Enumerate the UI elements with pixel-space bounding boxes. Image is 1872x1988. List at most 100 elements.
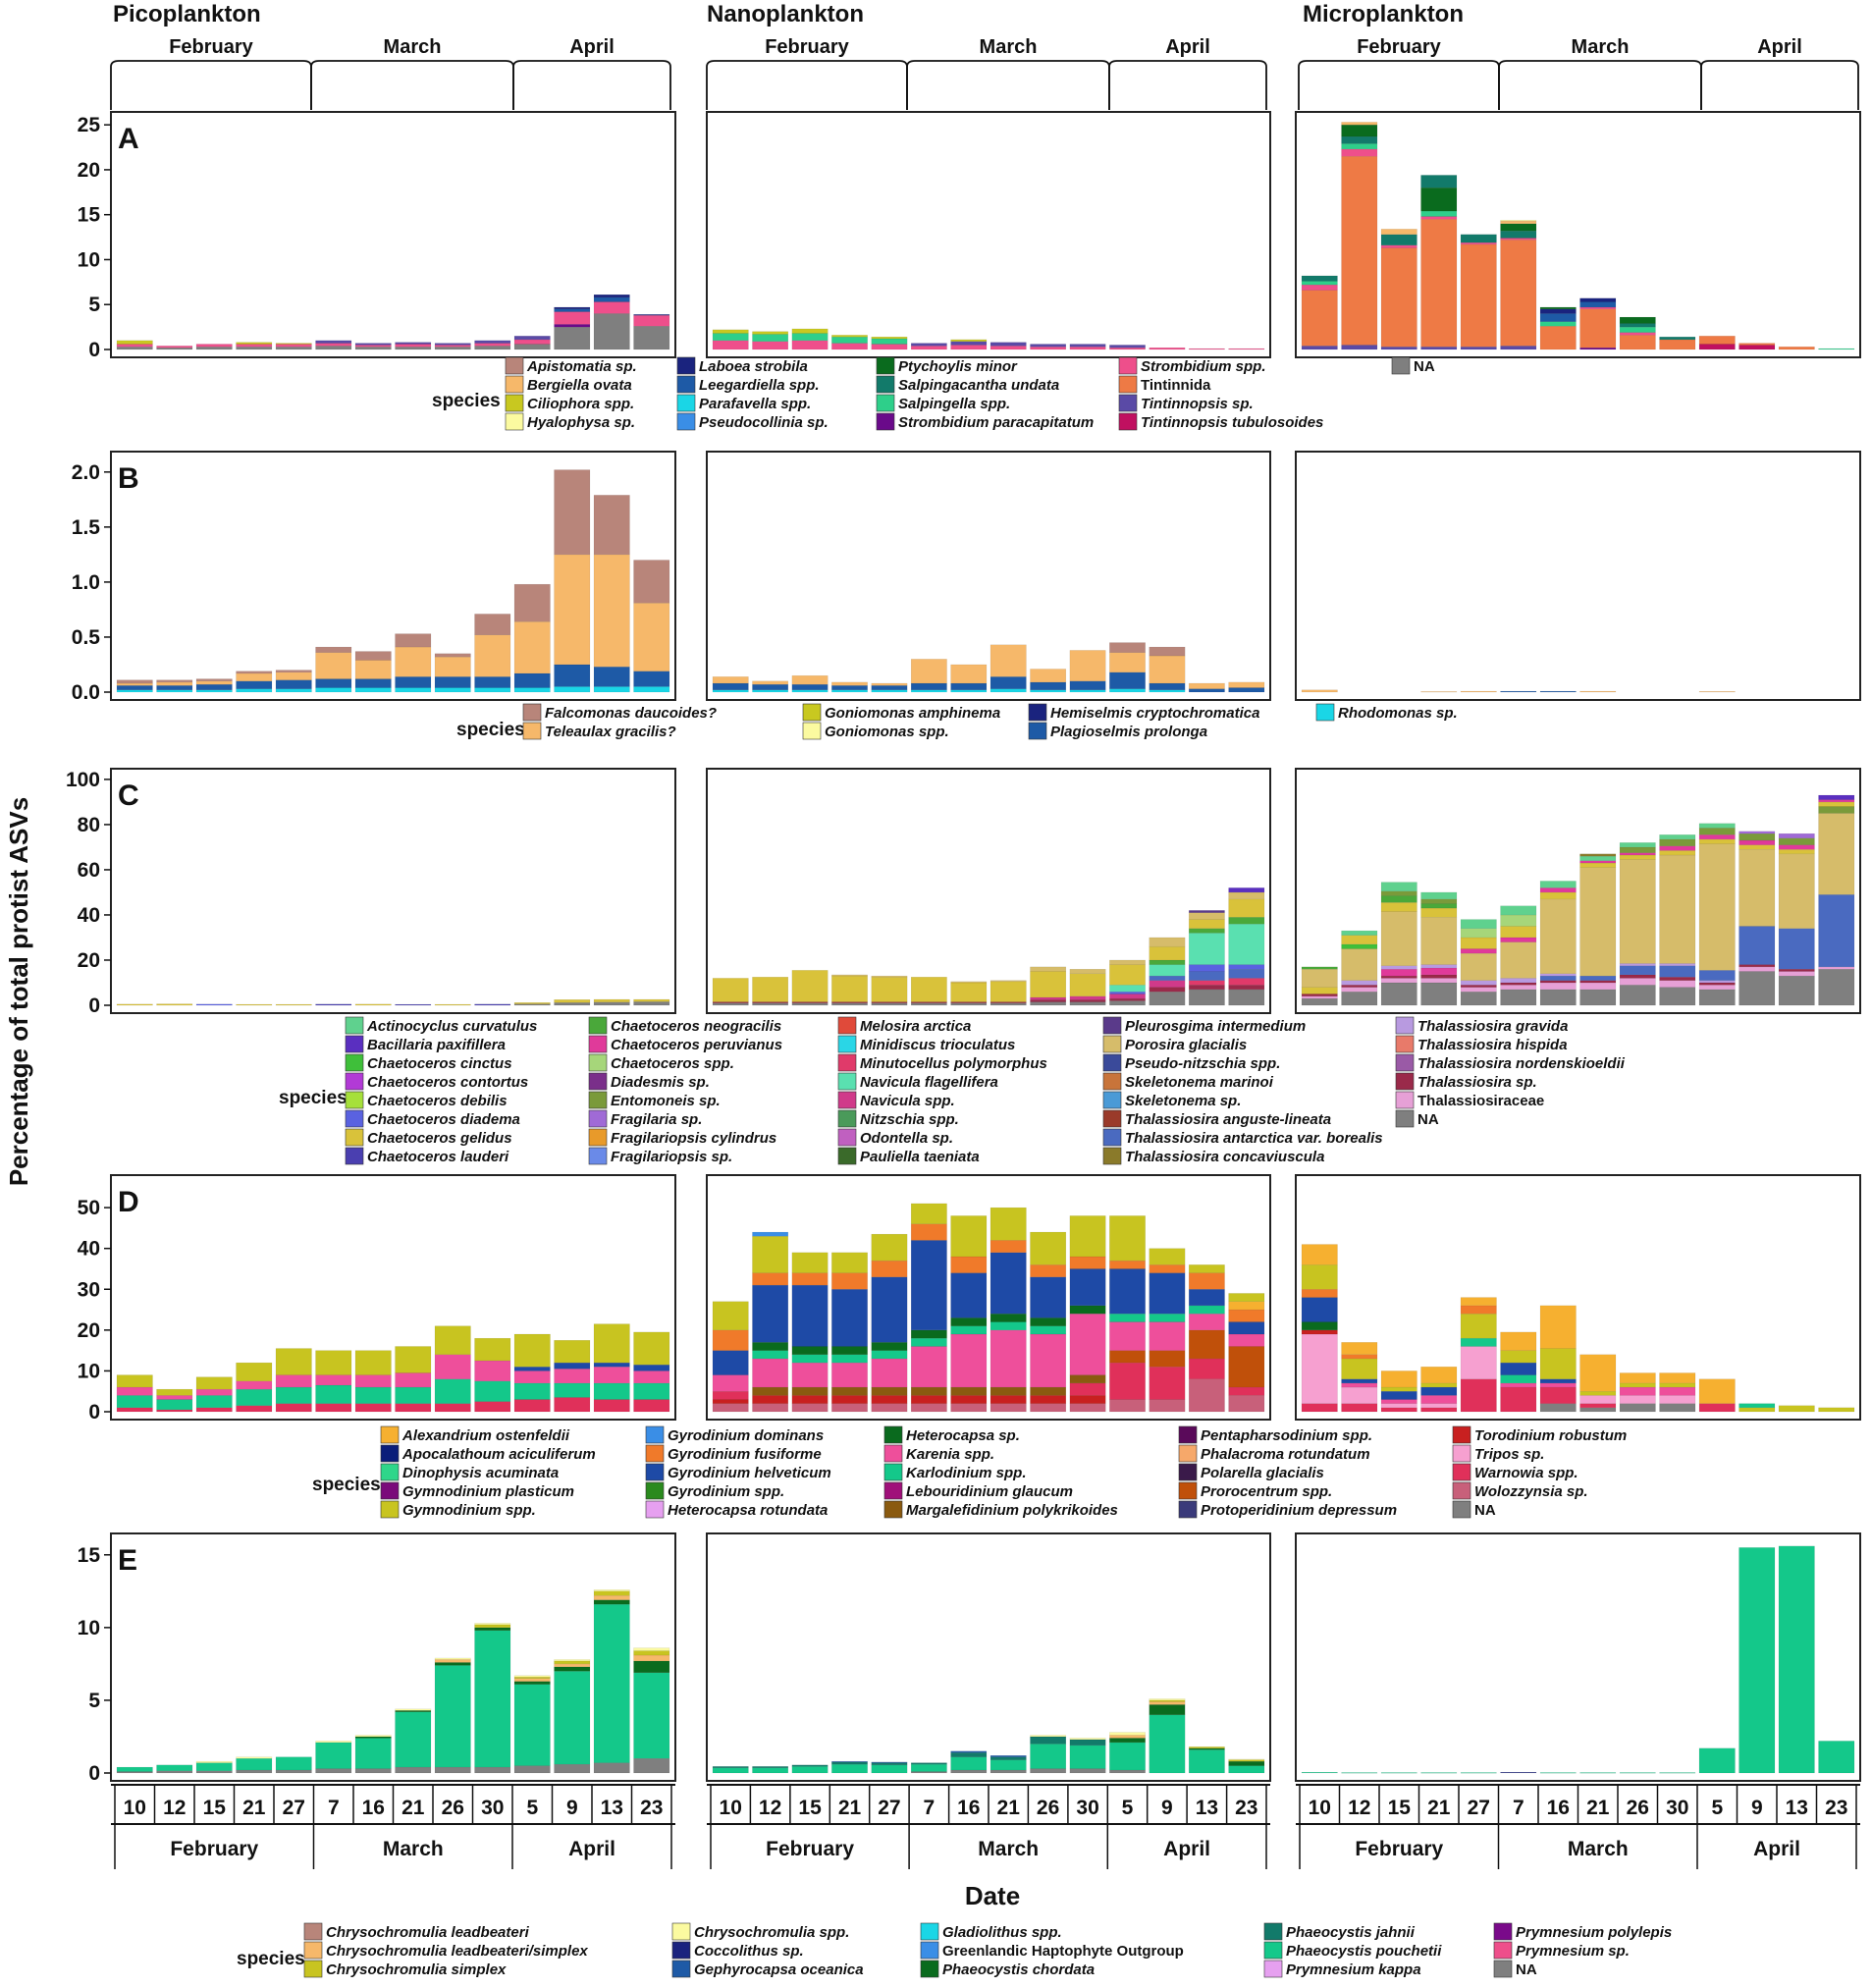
bar-segment — [1030, 1768, 1067, 1774]
bar-segment — [1301, 275, 1338, 282]
bar-segment — [1500, 905, 1537, 916]
bar-segment — [395, 1003, 432, 1006]
bar-segment — [554, 999, 591, 1003]
y-tick-label: 20 — [78, 159, 100, 182]
bar-segment — [1539, 881, 1577, 888]
legend-label: Chaetoceros spp. — [611, 1055, 734, 1072]
bar-segment — [474, 614, 511, 635]
bar-segment — [593, 1590, 630, 1596]
bar-segment — [1228, 898, 1265, 918]
bar-segment — [1149, 945, 1186, 961]
legend-label: Tintinnopsis tubulosoides — [1141, 414, 1323, 431]
date-tick-label: 12 — [163, 1797, 186, 1819]
legend-label: Polarella glacialis — [1201, 1465, 1324, 1481]
bar-segment — [1069, 650, 1106, 681]
bar-segment — [395, 1708, 432, 1711]
bar-segment — [791, 1403, 829, 1413]
legend-swatch — [505, 394, 524, 412]
bar-segment — [871, 1342, 908, 1351]
bar-segment — [513, 672, 551, 688]
bar-segment — [1619, 1403, 1656, 1413]
bar-segment — [910, 689, 947, 693]
bar-segment — [989, 342, 1027, 347]
bar-segment — [1420, 917, 1458, 965]
bar-segment — [195, 344, 233, 348]
bar-segment — [1188, 1358, 1225, 1379]
bar-segment — [910, 1771, 947, 1774]
bar-segment — [513, 583, 551, 622]
bar-segment — [989, 981, 1027, 1002]
bar-segment — [1698, 982, 1736, 986]
bar-segment — [1619, 323, 1656, 328]
bar-segment — [116, 1766, 153, 1772]
bar-segment — [1380, 1370, 1417, 1388]
legend-swatch — [1102, 1035, 1122, 1053]
bar-segment — [1030, 1001, 1067, 1006]
bar-segment — [1500, 1382, 1537, 1388]
bar-segment — [275, 1003, 312, 1006]
bar-segment — [1109, 1735, 1146, 1739]
bar-segment — [871, 1764, 908, 1774]
bar-segment — [275, 344, 312, 348]
bar-segment — [236, 342, 273, 345]
bar-segment — [1738, 833, 1776, 841]
bar-segment — [1380, 902, 1417, 912]
bar-segment — [1619, 974, 1656, 979]
bar-segment — [633, 1647, 670, 1651]
bar-segment — [831, 343, 868, 350]
bar-segment — [1030, 1403, 1067, 1413]
bar-segment — [752, 1358, 789, 1388]
legend-label: Gladiolithus spp. — [942, 1924, 1062, 1941]
bar-segment — [633, 1654, 670, 1662]
bar-segment — [831, 1252, 868, 1273]
bar-segment — [1579, 308, 1617, 349]
bar-segment — [195, 1770, 233, 1774]
y-tick-label: 1.0 — [72, 571, 100, 594]
bar-segment — [1500, 220, 1537, 225]
legend-swatch — [671, 1922, 691, 1941]
bar-segment — [1069, 1745, 1106, 1769]
bar-segment — [791, 1284, 829, 1347]
bar-segment — [1109, 688, 1146, 693]
legend-label: Bacillaria paxifillera — [367, 1037, 506, 1053]
legend-swatch — [1493, 1941, 1513, 1960]
bar-segment — [633, 1399, 670, 1413]
bar-segment — [474, 1401, 511, 1413]
bar-segment — [1301, 968, 1338, 988]
bar-segment — [871, 1233, 908, 1262]
bar-segment — [1619, 1386, 1656, 1396]
bar-segment — [434, 1766, 471, 1774]
bar-segment — [871, 977, 908, 1002]
bar-segment — [871, 344, 908, 350]
bar-segment — [752, 1231, 789, 1237]
plot-frame — [110, 768, 676, 1014]
bar-segment — [1460, 937, 1497, 949]
bar-segment — [1659, 1386, 1696, 1396]
bar-segment — [950, 1272, 988, 1318]
legend-label: Chrysochromulia simplex — [326, 1961, 507, 1978]
bar-segment — [950, 981, 988, 984]
legend-swatch — [676, 356, 696, 375]
bar-segment — [1149, 1314, 1186, 1322]
bar-segment — [1301, 1321, 1338, 1331]
bar-segment — [275, 1386, 312, 1404]
bar-segment — [1420, 175, 1458, 188]
panel-letter: C — [118, 779, 139, 812]
bar-segment — [712, 340, 749, 350]
bar-segment — [1460, 985, 1497, 988]
bar-segment — [1341, 345, 1378, 350]
bar-segment — [1778, 1405, 1815, 1413]
legend-swatch — [1102, 1072, 1122, 1091]
legend-label: Thalassiosira concaviuscula — [1125, 1149, 1324, 1165]
y-tick-label: 50 — [78, 1197, 100, 1219]
bar-segment — [1659, 1395, 1696, 1404]
bar-segment — [116, 689, 153, 693]
bar-segment — [434, 347, 471, 350]
bar-segment — [1460, 1378, 1497, 1413]
bar-segment — [1069, 999, 1106, 1002]
bar-segment — [831, 974, 868, 977]
bar-segment — [1579, 1354, 1617, 1392]
bar-segment — [1539, 975, 1577, 981]
bar-segment — [989, 1329, 1027, 1388]
bar-segment — [1030, 1325, 1067, 1335]
